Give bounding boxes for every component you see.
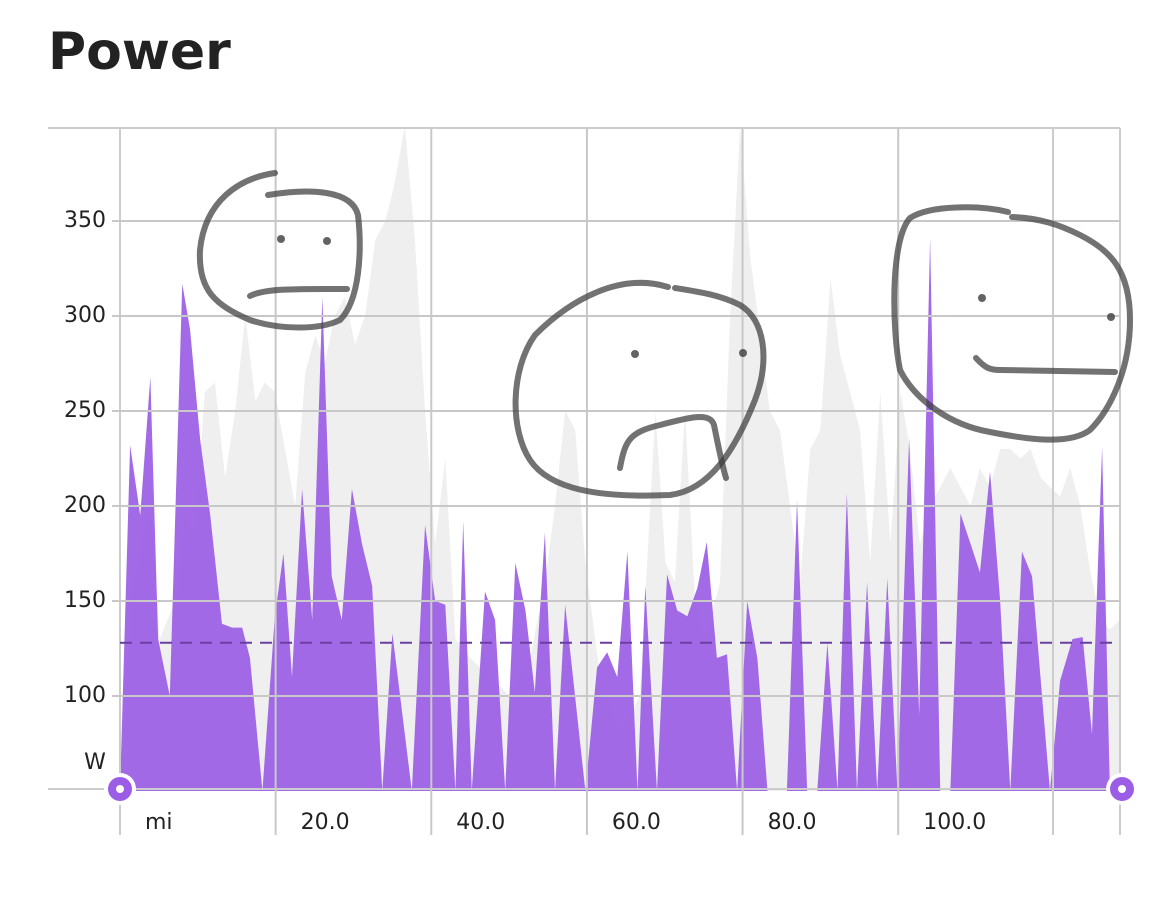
eye	[978, 294, 986, 302]
range-handle[interactable]	[104, 773, 136, 805]
x-tick-label: 20.0	[301, 810, 350, 835]
face-outline	[891, 204, 1134, 443]
y-tick-label: 200	[64, 493, 106, 518]
eye	[739, 349, 747, 357]
y-unit: W	[84, 750, 106, 775]
area	[120, 238, 1110, 791]
chart-title: Power	[48, 22, 231, 82]
handle-dot	[116, 785, 124, 793]
face-mouth	[617, 414, 729, 481]
x-unit: mi	[145, 810, 173, 835]
x-tick-label: 80.0	[768, 810, 817, 835]
range-handle[interactable]	[1106, 773, 1138, 805]
y-tick-label: 250	[64, 398, 106, 423]
face-outline	[512, 279, 767, 499]
y-tick-label: 300	[64, 303, 106, 328]
y-tick-label: 350	[64, 208, 106, 233]
y-tick-label: 150	[64, 588, 106, 613]
eye	[323, 237, 331, 245]
eye	[1107, 313, 1115, 321]
face-mouth	[247, 285, 350, 299]
x-tick-label: 40.0	[456, 810, 505, 835]
doodle-eyes	[277, 235, 1115, 358]
face-mouth	[973, 355, 1118, 375]
x-tick-label: 100.0	[923, 810, 986, 835]
doodles	[196, 170, 1134, 499]
y-tick-label: 100	[64, 683, 106, 708]
handle-dot	[1118, 785, 1126, 793]
plot-area	[120, 126, 1120, 791]
eye	[277, 235, 285, 243]
x-tick-label: 60.0	[612, 810, 661, 835]
face-outline	[196, 170, 363, 331]
eye	[631, 350, 639, 358]
